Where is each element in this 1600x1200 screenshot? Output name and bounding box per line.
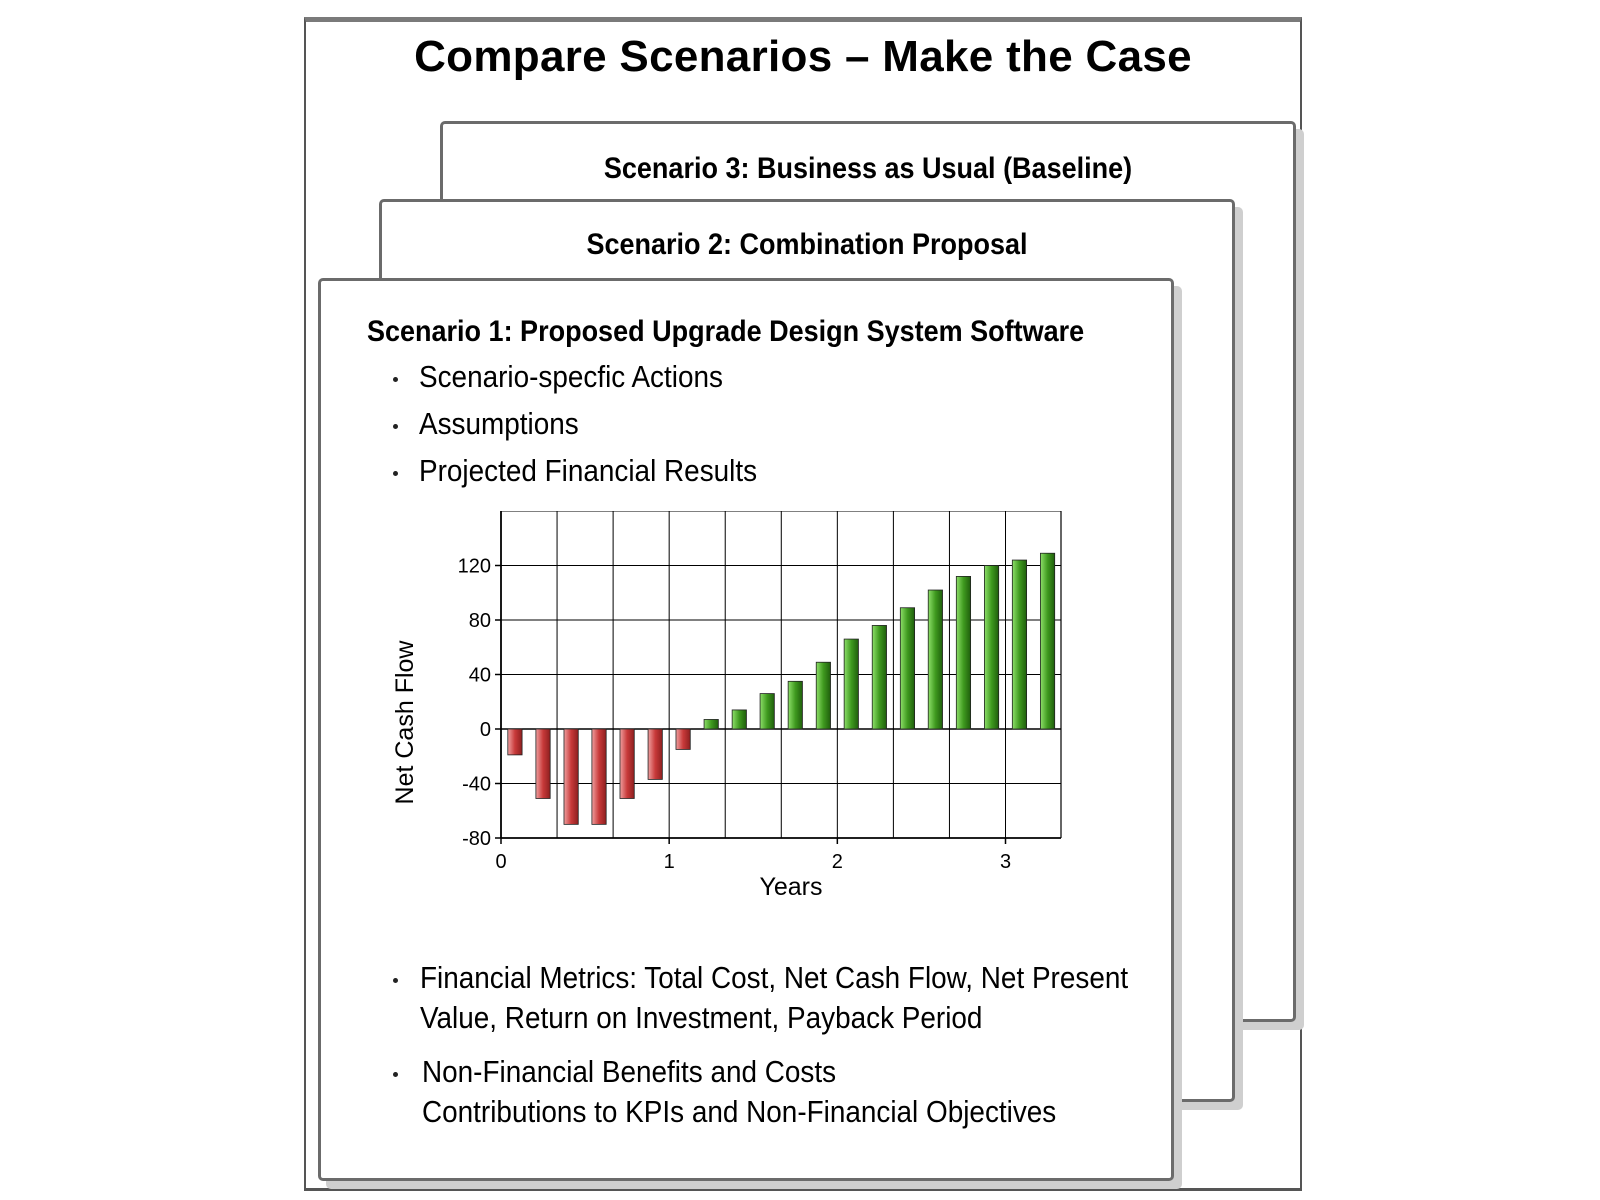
bullet-financial-metrics-line2: Value, Return on Investment, Payback Per… (420, 1000, 983, 1035)
bar (927, 589, 943, 730)
y-axis-label: Net Cash Flow (391, 640, 419, 805)
bullet-projected-results: Projected Financial Results (419, 453, 758, 488)
bar (647, 728, 663, 780)
y-tick-label: 0 (480, 719, 491, 741)
bullet-dot (393, 471, 398, 476)
bar (675, 728, 691, 750)
x-tick-label: 2 (832, 851, 843, 873)
x-axis-label: Years (759, 873, 822, 901)
bullet-dot (393, 377, 398, 382)
bullet-dot (393, 1072, 398, 1077)
page-title: Compare Scenarios – Make the Case (414, 32, 1192, 81)
scenario-1-card: Scenario 1: Proposed Upgrade Design Syst… (318, 278, 1174, 1181)
bullet-dot (393, 424, 398, 429)
y-tick-label: 80 (469, 610, 491, 632)
x-tick-label: 1 (664, 851, 675, 873)
y-tick-label: -40 (462, 774, 491, 796)
y-tick-label: 120 (458, 556, 491, 578)
bar (871, 625, 887, 730)
bar (787, 680, 803, 730)
bar (759, 693, 775, 730)
scenario-3-title: Scenario 3: Business as Usual (Baseline) (603, 152, 1133, 185)
bullet-dot (393, 978, 398, 983)
bullet-assumptions: Assumptions (419, 406, 579, 441)
bullet-non-financial-line1: Non-Financial Benefits and Costs (422, 1054, 837, 1089)
bar (703, 719, 719, 730)
bar (815, 661, 831, 730)
bar (1011, 559, 1028, 730)
scenario-2-title: Scenario 2: Combination Proposal (586, 228, 1028, 261)
bar (591, 728, 607, 825)
bullet-financial-metrics-line1: Financial Metrics: Total Cost, Net Cash … (420, 960, 1129, 995)
bullet-actions: Scenario-specfic Actions (419, 359, 723, 394)
x-tick-label: 3 (1000, 851, 1011, 873)
bar (983, 565, 1000, 730)
bar (563, 728, 579, 825)
y-tick-label: -80 (462, 828, 491, 850)
bar (731, 709, 747, 730)
scenario-1-title: Scenario 1: Proposed Upgrade Design Syst… (367, 315, 1085, 348)
bar (535, 728, 551, 799)
y-tick-label: 40 (469, 665, 491, 687)
bar (1039, 552, 1056, 730)
bar (843, 638, 859, 730)
bar (619, 728, 635, 799)
bar (899, 607, 916, 730)
x-tick-label: 0 (495, 851, 506, 873)
bar (955, 576, 972, 730)
bullet-non-financial-line2: Contributions to KPIs and Non-Financial … (422, 1094, 1057, 1129)
bar (507, 728, 523, 756)
